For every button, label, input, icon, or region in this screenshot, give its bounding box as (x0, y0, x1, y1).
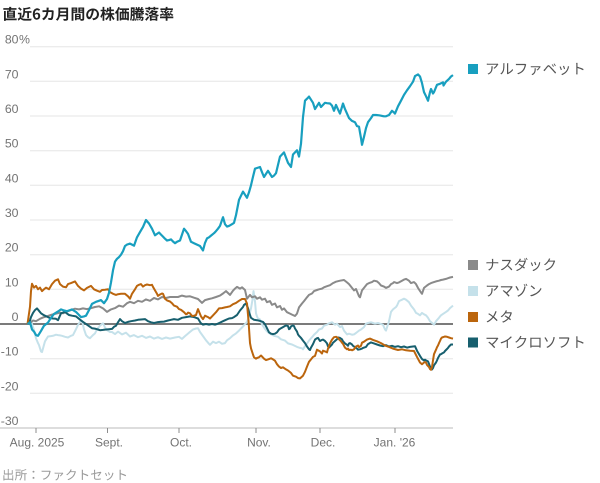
svg-text:Nov.: Nov. (247, 436, 271, 450)
svg-text:10: 10 (5, 275, 19, 289)
svg-text:80: 80 (5, 33, 19, 47)
svg-text:Oct.: Oct. (170, 436, 192, 450)
svg-text:60: 60 (5, 102, 19, 116)
svg-text:40: 40 (5, 171, 19, 185)
svg-text:Sept.: Sept. (95, 436, 123, 450)
svg-text:-20: -20 (1, 379, 19, 393)
svg-text:30: 30 (5, 206, 19, 220)
svg-text:-30: -30 (1, 414, 19, 428)
svg-text:0: 0 (12, 310, 19, 324)
svg-text:Aug. 2025: Aug. 2025 (10, 436, 65, 450)
svg-text:-10: -10 (1, 345, 19, 359)
svg-text:Dec.: Dec. (311, 436, 336, 450)
svg-text:20: 20 (5, 241, 19, 255)
svg-text:%: % (19, 33, 30, 47)
svg-text:70: 70 (5, 67, 19, 81)
svg-text:50: 50 (5, 137, 19, 151)
svg-text:Jan. '26: Jan. '26 (374, 436, 416, 450)
